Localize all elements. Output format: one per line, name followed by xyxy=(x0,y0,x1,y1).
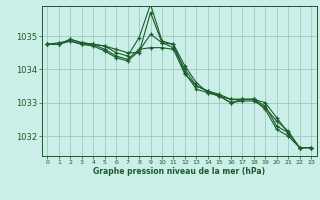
X-axis label: Graphe pression niveau de la mer (hPa): Graphe pression niveau de la mer (hPa) xyxy=(93,167,265,176)
